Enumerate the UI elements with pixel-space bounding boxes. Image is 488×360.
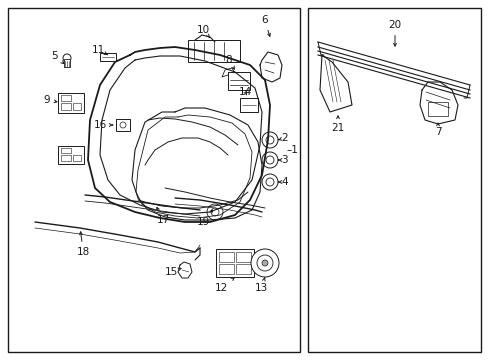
Circle shape xyxy=(265,178,273,186)
Bar xyxy=(236,252,250,262)
Polygon shape xyxy=(419,82,457,124)
Text: 19: 19 xyxy=(196,210,212,227)
Text: 2: 2 xyxy=(278,133,287,143)
Text: 5: 5 xyxy=(51,51,64,64)
Text: 21: 21 xyxy=(331,116,344,133)
Text: 14: 14 xyxy=(238,87,251,97)
Bar xyxy=(61,155,71,161)
Text: 11: 11 xyxy=(92,45,107,55)
Text: 18: 18 xyxy=(77,232,90,257)
Text: 9: 9 xyxy=(43,95,57,105)
Bar xyxy=(216,249,253,277)
Circle shape xyxy=(262,260,267,266)
Circle shape xyxy=(250,249,279,277)
Bar xyxy=(61,95,71,101)
Text: 17: 17 xyxy=(157,207,170,225)
Bar xyxy=(73,155,81,161)
Text: 6: 6 xyxy=(261,15,270,36)
Bar xyxy=(427,102,447,116)
Circle shape xyxy=(120,122,126,128)
Text: 15: 15 xyxy=(164,267,181,277)
Text: 13: 13 xyxy=(254,278,267,293)
Text: 16: 16 xyxy=(94,120,112,130)
Bar xyxy=(8,8,299,352)
Text: 20: 20 xyxy=(387,20,401,46)
Text: 3: 3 xyxy=(278,155,287,165)
Circle shape xyxy=(265,156,273,164)
Circle shape xyxy=(262,132,278,148)
Text: 4: 4 xyxy=(278,177,287,187)
Text: 10: 10 xyxy=(197,25,209,38)
Text: –1: –1 xyxy=(285,145,297,155)
Circle shape xyxy=(210,208,219,216)
Bar xyxy=(236,264,250,274)
Circle shape xyxy=(63,54,71,62)
Text: 12: 12 xyxy=(214,278,234,293)
Bar xyxy=(61,148,71,153)
Bar xyxy=(58,93,84,113)
Circle shape xyxy=(257,255,272,271)
Bar xyxy=(227,72,249,90)
Circle shape xyxy=(262,174,278,190)
Circle shape xyxy=(265,136,273,144)
Circle shape xyxy=(206,204,223,220)
Polygon shape xyxy=(319,55,351,112)
Bar xyxy=(100,53,116,61)
Text: 8: 8 xyxy=(225,55,234,69)
Bar xyxy=(240,98,258,112)
Bar xyxy=(307,8,480,352)
Bar xyxy=(61,103,71,110)
Circle shape xyxy=(262,152,278,168)
Text: 7: 7 xyxy=(434,123,440,137)
Bar xyxy=(219,264,234,274)
Bar xyxy=(187,40,240,62)
Bar xyxy=(64,59,70,67)
Bar xyxy=(219,252,234,262)
Bar xyxy=(58,146,84,164)
Bar xyxy=(73,103,81,110)
Bar xyxy=(116,119,130,131)
